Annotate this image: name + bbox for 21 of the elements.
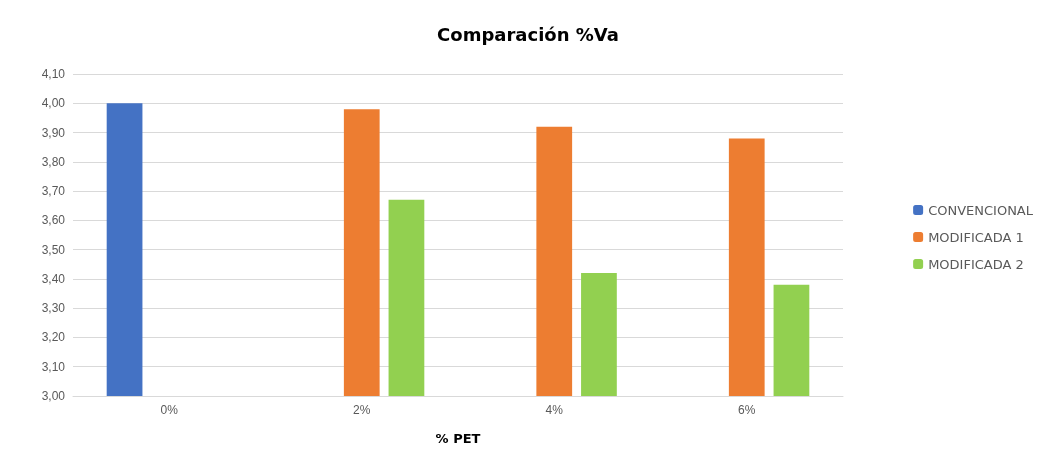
y-tick-label: 3,90 bbox=[41, 125, 66, 140]
y-tick-label: 3,10 bbox=[41, 359, 66, 374]
legend-label: MODIFICADA 1 bbox=[928, 229, 1024, 245]
legend-label: MODIFICADA 2 bbox=[928, 256, 1024, 272]
x-tick-label: 2% bbox=[353, 403, 371, 417]
legend-label: CONVENCIONAL bbox=[928, 202, 1034, 218]
x-tick-label: 6% bbox=[738, 403, 756, 417]
x-tick-label: 0% bbox=[160, 403, 179, 417]
chart-title: Comparación %Va bbox=[437, 23, 619, 45]
y-tick-label: 3,80 bbox=[41, 154, 66, 169]
y-tick-label: 3,00 bbox=[41, 389, 66, 403]
y-tick-label: 4,10 bbox=[41, 67, 66, 81]
y-tick-label: 3,70 bbox=[41, 184, 66, 199]
x-axis-title: % PET bbox=[435, 431, 481, 446]
y-tick-label: 3,60 bbox=[41, 213, 66, 228]
y-tick-label: 3,50 bbox=[41, 242, 66, 257]
y-tick-label: 4,00 bbox=[41, 96, 66, 111]
y-tick-label: 3,30 bbox=[41, 301, 66, 316]
y-tick-label: 3,20 bbox=[41, 330, 66, 345]
y-tick-label: 3,40 bbox=[41, 271, 66, 286]
x-tick-label: 4% bbox=[545, 403, 564, 417]
